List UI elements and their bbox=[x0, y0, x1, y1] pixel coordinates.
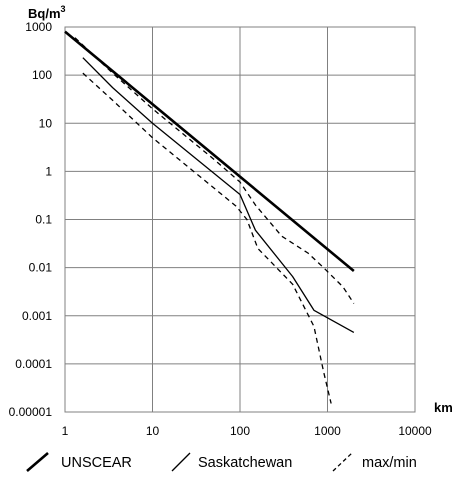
y-tick-label: 1 bbox=[45, 164, 52, 178]
y-tick-label: 0.001 bbox=[22, 309, 52, 323]
x-axis-unit: km bbox=[434, 400, 453, 415]
legend-swatch-unscear bbox=[26, 452, 49, 472]
tick-labels: 1 10 100 1000 10000 1000 100 10 1 0.1 0.01 0.001 0.0… bbox=[9, 20, 432, 438]
series-line-max-min-lower bbox=[82, 72, 332, 404]
legend-label-saskatchewan: Saskatchewan bbox=[198, 455, 292, 471]
series-line-saskatchewan bbox=[82, 57, 355, 334]
legend-label-unscear: UNSCEAR bbox=[61, 455, 132, 471]
x-tick-label: 1000 bbox=[314, 424, 341, 438]
legend-swatch-saskatchewan bbox=[171, 452, 191, 472]
legend-swatch-max-min bbox=[332, 452, 353, 472]
y-tick-label: 0.01 bbox=[29, 261, 53, 275]
legend-item-saskatchewan: Saskatchewan bbox=[171, 452, 292, 472]
x-tick-label: 100 bbox=[230, 424, 250, 438]
x-tick-label: 1 bbox=[62, 424, 69, 438]
y-tick-label: 0.0001 bbox=[15, 357, 52, 371]
legend-label-max-min: max/min bbox=[362, 455, 417, 471]
x-tick-label: 10000 bbox=[398, 424, 432, 438]
legend-item-max-min: max/min bbox=[332, 452, 417, 472]
x-tick-label: 10 bbox=[146, 424, 160, 438]
y-tick-label: 0.00001 bbox=[9, 405, 53, 419]
series-line-unscear bbox=[64, 30, 355, 273]
legend-item-unscear: UNSCEAR bbox=[26, 452, 132, 472]
y-tick-label: 0.1 bbox=[35, 213, 52, 227]
grid bbox=[64, 26, 416, 413]
series-layer bbox=[64, 30, 355, 404]
legend: UNSCEAR Saskatchewan max/min bbox=[26, 452, 417, 472]
y-tick-label: 10 bbox=[39, 116, 53, 130]
y-tick-label: 1000 bbox=[25, 20, 52, 34]
y-axis-unit: Bq/m3 bbox=[28, 4, 66, 21]
series-line-max-min bbox=[74, 37, 355, 304]
y-tick-label: 100 bbox=[32, 68, 52, 82]
